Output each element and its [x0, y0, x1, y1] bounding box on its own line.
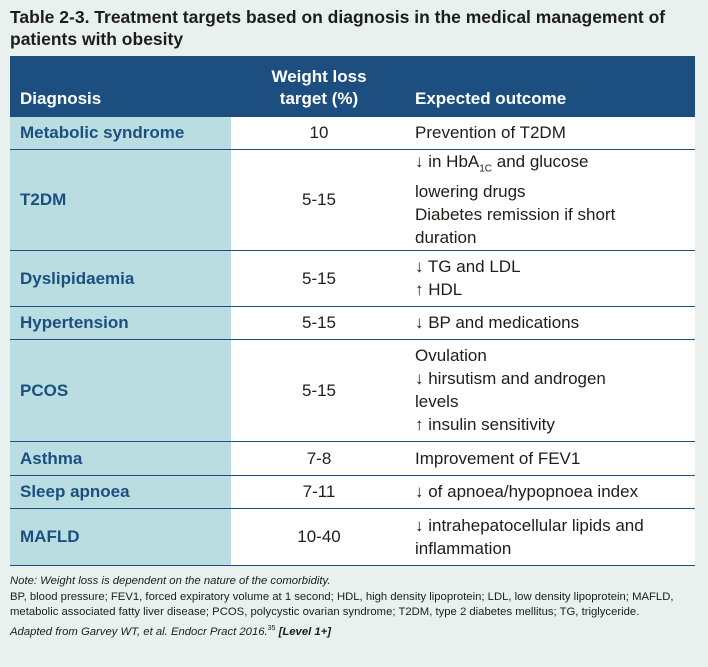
diagnosis-cell: T2DM — [10, 149, 231, 250]
diagnosis-cell: Metabolic syndrome — [10, 116, 231, 149]
comorbidity-note: Note: Weight loss is dependent on the na… — [10, 575, 331, 587]
outcome-line: inflammation — [415, 538, 512, 558]
outcome-line: ↑ insulin sensitivity — [415, 415, 555, 434]
header-weight-line2: target (%) — [279, 88, 359, 108]
target-cell: 5-15 — [231, 149, 407, 250]
outcome-line: ↓ TG and LDL — [415, 257, 521, 276]
outcome-line: ↓ intrahepatocellular lipids and — [415, 515, 644, 535]
outcome-line: ↓ of apnoea/hypopnoea index — [415, 482, 639, 501]
target-cell: 10 — [231, 116, 407, 149]
outcome-line: lowering drugs — [415, 182, 526, 202]
outcome-line: Improvement of FEV1 — [415, 448, 581, 468]
target-cell: 5-15 — [231, 339, 407, 441]
outcome-cell: ↓ TG and LDL ↑ HDL — [407, 250, 695, 306]
source-reference: 35 — [267, 624, 276, 632]
diagnosis-cell: Hypertension — [10, 306, 231, 339]
source-text: Adapted from Garvey WT, et al. Endocr Pr… — [10, 625, 268, 638]
outcome-cell: ↓ in HbA1C and glucose lowering drugs Di… — [407, 149, 695, 250]
outcome-cell: Ovulation ↓ hirsutism and androgen level… — [407, 339, 695, 441]
outcome-cell: Improvement of FEV1 — [407, 441, 695, 475]
table-row: Sleep apnoea 7-11 ↓ of apnoea/hypopnoea … — [10, 475, 695, 508]
outcome-line: ↓ in HbA1C and glucose — [415, 151, 589, 175]
outcome-cell: ↓ BP and medications — [407, 306, 695, 339]
table-row: MAFLD 10-40 ↓ intrahepatocellular lipids… — [10, 508, 695, 565]
header-weight-loss-target: Weight loss target (%) — [231, 56, 407, 116]
target-cell: 7-8 — [231, 441, 407, 475]
abbreviations: BP, blood pressure; FEV1, forced expirat… — [10, 590, 674, 619]
outcome-line: levels — [415, 392, 459, 411]
source-citation: Adapted from Garvey WT, et al. Endocr Pr… — [10, 621, 702, 640]
table-row: Asthma 7-8 Improvement of FEV1 — [10, 441, 695, 475]
table-row: PCOS 5-15 Ovulation ↓ hirsutism and andr… — [10, 339, 695, 441]
target-cell: 5-15 — [231, 250, 407, 306]
table-row: T2DM 5-15 ↓ in HbA1C and glucose lowerin… — [10, 149, 695, 250]
table-row: Dyslipidaemia 5-15 ↓ TG and LDL ↑ HDL — [10, 250, 695, 306]
diagnosis-cell: Sleep apnoea — [10, 475, 231, 508]
treatment-targets-table: Diagnosis Weight loss target (%) Expecte… — [10, 56, 695, 566]
outcome-line: Ovulation — [415, 346, 487, 365]
header-diagnosis: Diagnosis — [10, 56, 231, 116]
header-weight-line1: Weight loss — [271, 66, 367, 86]
table-row: Metabolic syndrome 10 Prevention of T2DM — [10, 116, 695, 149]
outcome-cell: Prevention of T2DM — [407, 116, 695, 149]
outcome-cell: ↓ of apnoea/hypopnoea index — [407, 475, 695, 508]
diagnosis-cell: PCOS — [10, 339, 231, 441]
table-notes: Note: Weight loss is dependent on the na… — [10, 574, 702, 640]
outcome-cell: ↓ intrahepatocellular lipids and inflamm… — [407, 508, 695, 565]
target-cell: 7-11 — [231, 475, 407, 508]
outcome-line: ↓ BP and medications — [415, 313, 580, 332]
table-title: Table 2-3. Treatment targets based on di… — [10, 7, 666, 49]
outcome-line: Prevention of T2DM — [415, 123, 566, 142]
outcome-line: ↑ HDL — [415, 280, 463, 299]
table-row: Hypertension 5-15 ↓ BP and medications — [10, 306, 695, 339]
outcome-line: duration — [415, 228, 477, 248]
diagnosis-cell: Asthma — [10, 441, 231, 475]
evidence-level: [Level 1+] — [278, 625, 332, 638]
outcome-line: ↓ hirsutism and androgen — [415, 369, 606, 388]
diagnosis-cell: MAFLD — [10, 508, 231, 565]
diagnosis-cell: Dyslipidaemia — [10, 250, 231, 306]
outcome-line: Diabetes remission if short — [415, 205, 616, 225]
target-cell: 10-40 — [231, 508, 407, 565]
target-cell: 5-15 — [231, 306, 407, 339]
header-expected-outcome: Expected outcome — [407, 56, 695, 116]
header-row: Diagnosis Weight loss target (%) Expecte… — [10, 56, 695, 116]
